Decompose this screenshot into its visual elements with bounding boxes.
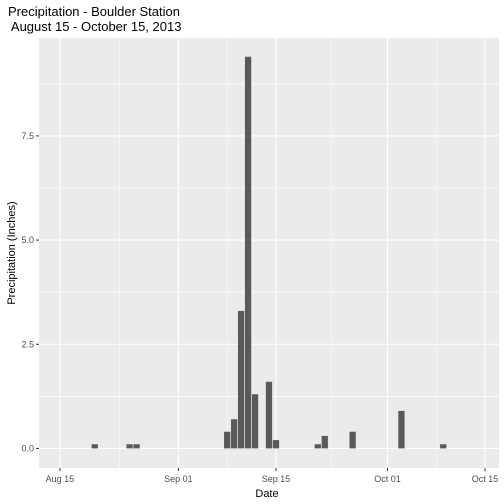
bar xyxy=(349,431,356,449)
bar xyxy=(314,444,321,449)
chart-subtitle: August 15 - October 15, 2013 xyxy=(8,19,181,34)
y-axis: 0.0 2.5 5.0 7.5 xyxy=(21,131,39,453)
bar xyxy=(126,444,133,449)
bar xyxy=(231,419,238,449)
bar xyxy=(272,440,280,449)
y-tick-label: 2.5 xyxy=(21,339,34,349)
x-axis: Aug 15 Sep 01 Sep 15 Oct 01 Oct 15 xyxy=(46,468,499,484)
x-tick-label: Sep 15 xyxy=(262,474,291,484)
bar xyxy=(133,444,140,449)
bars xyxy=(91,56,447,449)
bar xyxy=(321,435,328,449)
minor-gridlines xyxy=(39,38,499,468)
x-tick-label: Aug 15 xyxy=(46,474,75,484)
y-tick-label: 7.5 xyxy=(21,131,34,141)
bar xyxy=(237,310,245,449)
x-axis-title: Date xyxy=(255,488,278,500)
chart-title: Precipitation - Boulder Station xyxy=(8,4,180,19)
y-axis-title: Precipitation (Inches) xyxy=(6,201,18,304)
y-tick-label: 5.0 xyxy=(21,235,34,245)
bar xyxy=(251,394,259,449)
x-tick-label: Oct 15 xyxy=(472,474,499,484)
bar xyxy=(398,410,405,449)
bar xyxy=(440,444,447,449)
x-tick-label: Oct 01 xyxy=(374,474,401,484)
bar xyxy=(224,431,231,449)
bar xyxy=(265,381,273,449)
y-tick-label: 0.0 xyxy=(21,443,34,453)
x-tick-label: Sep 01 xyxy=(164,474,193,484)
bar xyxy=(91,444,98,449)
bar xyxy=(244,56,252,449)
